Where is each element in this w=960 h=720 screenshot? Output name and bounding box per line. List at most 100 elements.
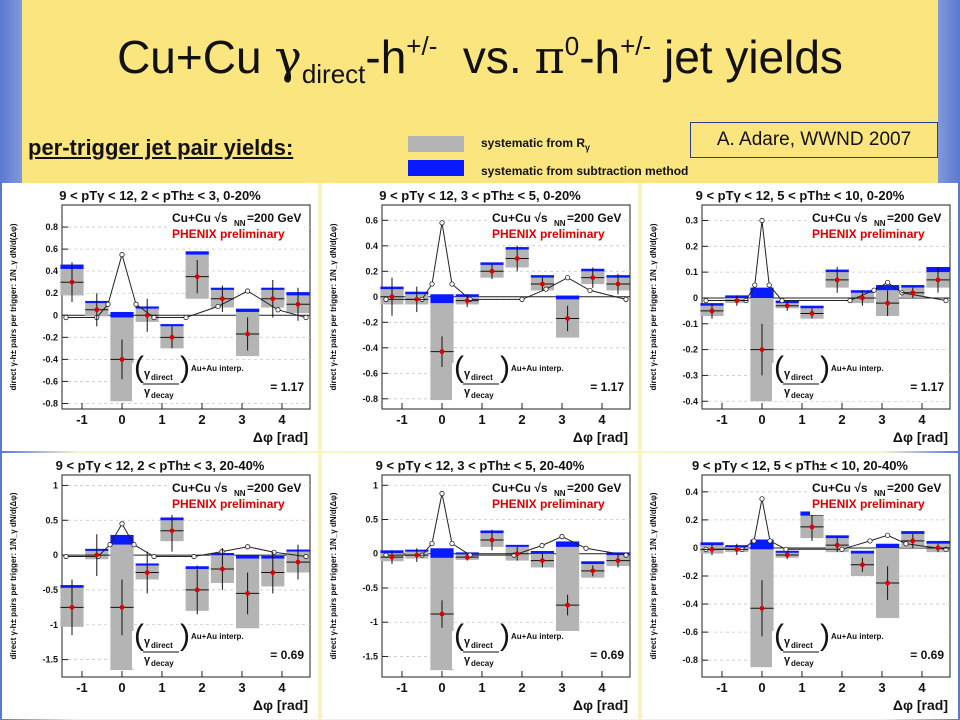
data-point — [220, 296, 225, 302]
x-tick-label: 2 — [198, 680, 205, 695]
data-point — [709, 546, 715, 552]
interp-label: Au+Au interp. — [831, 632, 884, 641]
interp-label: Au+Au interp. — [511, 632, 564, 641]
x-tick-label: 2 — [838, 412, 845, 427]
y-axis-label: direct γ-h± pairs per trigger: 1/N_γ dN/… — [329, 492, 338, 659]
y-tick-label: 0.6 — [45, 244, 58, 254]
legend-label-blue: systematic from subtraction method — [481, 164, 689, 178]
data-point — [94, 552, 100, 558]
decay-point — [105, 301, 111, 307]
data-point — [615, 558, 621, 563]
y-tick-label: -1 — [50, 620, 58, 630]
decay-point — [449, 540, 455, 547]
legend-swatch-blue — [408, 160, 464, 176]
y-tick-label: -0.5 — [42, 585, 58, 595]
x-tick-label: -1 — [76, 680, 88, 695]
data-point — [784, 303, 790, 309]
system-nn-sub: NN — [234, 489, 246, 498]
data-point — [709, 308, 715, 314]
x-tick-label: 3 — [558, 680, 565, 695]
data-point — [540, 281, 545, 287]
label-backdrop — [170, 479, 304, 515]
decay-point — [867, 538, 873, 544]
panel-header: 9 < pTγ < 12, 5 < pTh± < 10, 20-40% — [692, 458, 908, 473]
interp-label: Au+Au interp. — [831, 364, 884, 373]
data-point — [439, 611, 445, 617]
title-vs: vs. — [437, 31, 535, 83]
decay-point — [303, 553, 309, 560]
decay-point — [245, 544, 251, 550]
y-tick-label: 0.5 — [365, 515, 378, 525]
x-axis-label: Δφ [rad] — [573, 697, 628, 713]
sys-blue-box — [901, 531, 925, 534]
data-point — [514, 256, 520, 261]
decay-point — [751, 538, 757, 544]
x-tick-label: 1 — [478, 680, 485, 695]
data-point — [565, 316, 570, 321]
data-point — [119, 356, 125, 362]
data-point — [295, 559, 301, 565]
plot-frame — [61, 474, 311, 678]
energy-label: =200 GeV — [887, 211, 941, 225]
sys-blue-box — [926, 540, 950, 544]
y-tick-label: 0.2 — [45, 288, 58, 298]
x-tick-label: 1 — [158, 680, 165, 695]
decay-point — [543, 286, 549, 292]
system-nn-sub: NN — [234, 219, 246, 228]
sys-blue-box — [185, 251, 209, 255]
ratio-direct-sub: direct — [471, 641, 493, 650]
title-text: Cu+Cu — [117, 31, 275, 83]
data-point — [910, 538, 916, 544]
y-tick-label: 1 — [373, 480, 378, 490]
y-axis-label: direct γ-h± pairs per trigger: 1/N_γ dN/… — [649, 223, 658, 390]
decay-point — [383, 552, 389, 558]
title-end: jet yields — [651, 31, 843, 83]
data-point — [935, 545, 941, 551]
sys-blue-box — [430, 548, 454, 558]
data-point — [910, 290, 916, 296]
x-tick-label: 1 — [798, 412, 805, 427]
data-point — [784, 552, 790, 558]
data-point — [885, 300, 890, 306]
x-tick-label: 2 — [518, 412, 525, 427]
ratio-gamma-direct: γ — [144, 368, 151, 380]
system-nn-sub: NN — [874, 489, 886, 498]
ratio-decay-sub: decay — [471, 659, 494, 668]
decay-point — [107, 542, 113, 548]
sys-blue-box — [876, 285, 900, 291]
decay-point — [587, 287, 593, 294]
ratio-decay-sub: decay — [151, 659, 174, 668]
interp-label: Au+Au interp. — [191, 632, 244, 641]
decay-point — [759, 496, 765, 502]
decay-point — [767, 538, 773, 544]
y-tick-label: -0.3 — [682, 370, 698, 380]
paren-close: ) — [180, 619, 190, 652]
decay-point — [439, 220, 445, 226]
y-tick-label: -0.2 — [682, 345, 698, 355]
title-h1: -h — [365, 31, 407, 83]
x-axis-label: Δφ [rad] — [893, 697, 948, 713]
decay-point — [151, 314, 157, 321]
energy-label: =200 GeV — [247, 481, 301, 495]
paren-close: ) — [180, 351, 190, 384]
ratio-direct-sub: direct — [791, 373, 813, 382]
y-axis-label: direct γ-h± pairs per trigger: 1/N_γ dN/… — [329, 223, 338, 390]
chart-panel-6: 9 < pTγ < 12, 5 < pTh± < 10, 20-40% direc… — [642, 453, 958, 719]
data-point — [194, 274, 200, 280]
system-nn-sub: NN — [554, 219, 566, 228]
preliminary-label: PHENIX preliminary — [172, 497, 285, 511]
data-point — [414, 296, 420, 302]
sys-blue-box — [530, 551, 554, 554]
x-tick-label: 4 — [918, 680, 926, 695]
energy-label: =200 GeV — [887, 481, 941, 495]
x-tick-label: 2 — [838, 680, 845, 695]
sys-blue-box — [556, 295, 580, 300]
ratio-value: = 0.69 — [270, 648, 304, 662]
plot-frame — [381, 204, 631, 410]
y-tick-label: -0.2 — [42, 332, 58, 342]
y-tick-label: 1 — [53, 480, 58, 490]
decay-point — [871, 287, 877, 293]
ratio-value: = 1.17 — [270, 380, 304, 394]
energy-label: =200 GeV — [567, 481, 621, 495]
sys-blue-box — [110, 534, 134, 545]
